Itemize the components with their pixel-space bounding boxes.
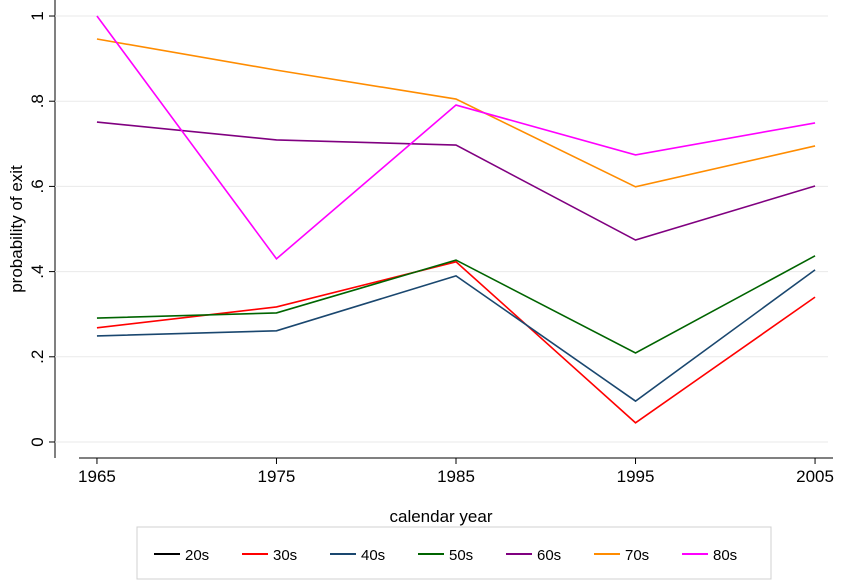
series-line bbox=[96, 38, 816, 188]
x-tick-label: 1975 bbox=[258, 467, 296, 486]
y-tick-label: .6 bbox=[28, 179, 47, 193]
x-tick-label: 1985 bbox=[437, 467, 475, 486]
x-axis-title: calendar year bbox=[389, 507, 492, 526]
x-tick-label: 1965 bbox=[78, 467, 116, 486]
legend-label: 40s bbox=[361, 547, 385, 564]
y-tick-label: .4 bbox=[28, 265, 47, 279]
series-line bbox=[96, 260, 816, 424]
x-tick-label: 2005 bbox=[796, 467, 834, 486]
series-line bbox=[96, 121, 816, 241]
legend-label: 80s bbox=[713, 547, 737, 564]
x-tick-label: 1995 bbox=[617, 467, 655, 486]
y-tick-label: .2 bbox=[28, 350, 47, 364]
series-line bbox=[96, 269, 816, 403]
legend-label: 20s bbox=[185, 547, 209, 564]
legend-label: 60s bbox=[537, 547, 561, 564]
series-line bbox=[96, 255, 816, 354]
y-tick-label: 0 bbox=[28, 437, 47, 446]
y-tick-label: 1 bbox=[28, 11, 47, 20]
legend-label: 30s bbox=[273, 547, 297, 564]
y-axis-title: probability of exit bbox=[7, 165, 26, 293]
legend-label: 50s bbox=[449, 547, 473, 564]
legend-label: 70s bbox=[625, 547, 649, 564]
series-line bbox=[96, 15, 816, 260]
y-tick-label: .8 bbox=[28, 94, 47, 108]
